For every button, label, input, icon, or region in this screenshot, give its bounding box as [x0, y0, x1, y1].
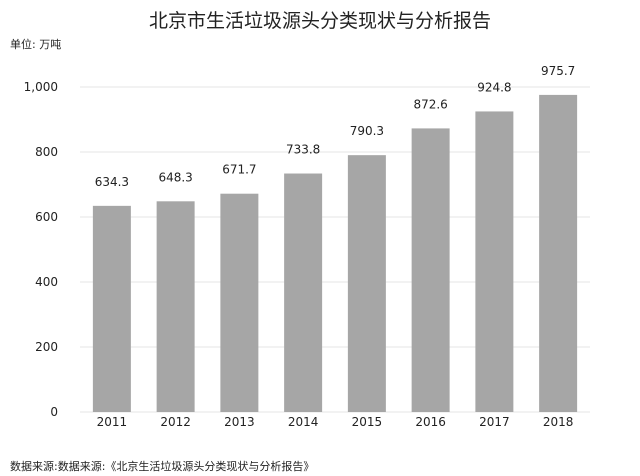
y-tick-label: 1,000 [24, 80, 58, 94]
data-label-2014: 733.8 [286, 143, 320, 157]
gridlines [80, 86, 590, 413]
data-labels: 634.3 648.3 671.7 733.8 790.3 872.6 924.8 975.7 [95, 64, 576, 189]
y-axis-ticks: 0 200 400 600 800 1,000 [24, 80, 58, 419]
data-label-2018: 975.7 [541, 64, 575, 78]
x-tick-label: 2013 [224, 415, 255, 429]
bar-2012 [156, 201, 195, 412]
x-tick-label: 2017 [479, 415, 510, 429]
source-note: 数据来源:数据来源:《北京生活垃圾源头分类现状与分析报告》 [10, 460, 315, 473]
data-label-2017: 924.8 [477, 80, 511, 94]
x-tick-label: 2015 [352, 415, 383, 429]
bar-2016 [411, 128, 450, 412]
y-tick-label: 600 [35, 210, 58, 224]
bar-2018 [539, 94, 578, 413]
data-label-2013: 671.7 [222, 163, 256, 177]
y-tick-label: 200 [35, 340, 58, 354]
y-tick-label: 800 [35, 145, 58, 159]
bar-2015 [347, 155, 386, 412]
x-axis-ticks: 2011 2012 2013 2014 2015 2016 2017 2018 [97, 415, 574, 429]
chart-title: 北京市生活垃圾源头分类现状与分析报告 [148, 10, 491, 32]
data-label-2012: 648.3 [158, 170, 192, 184]
bar-2017 [475, 111, 514, 412]
data-label-2011: 634.3 [95, 175, 129, 189]
x-tick-label: 2012 [160, 415, 191, 429]
data-label-2015: 790.3 [350, 124, 384, 138]
y-tick-label: 0 [50, 405, 58, 419]
unit-label: 单位: 万吨 [10, 38, 62, 51]
data-label-2016: 872.6 [413, 97, 447, 111]
x-tick-label: 2018 [543, 415, 574, 429]
bars [92, 94, 578, 413]
bar-2011 [92, 205, 131, 412]
x-tick-label: 2014 [288, 415, 319, 429]
x-tick-label: 2011 [97, 415, 128, 429]
bar-2014 [284, 173, 323, 412]
x-tick-label: 2016 [415, 415, 446, 429]
bar-2013 [220, 193, 259, 412]
y-tick-label: 400 [35, 275, 58, 289]
